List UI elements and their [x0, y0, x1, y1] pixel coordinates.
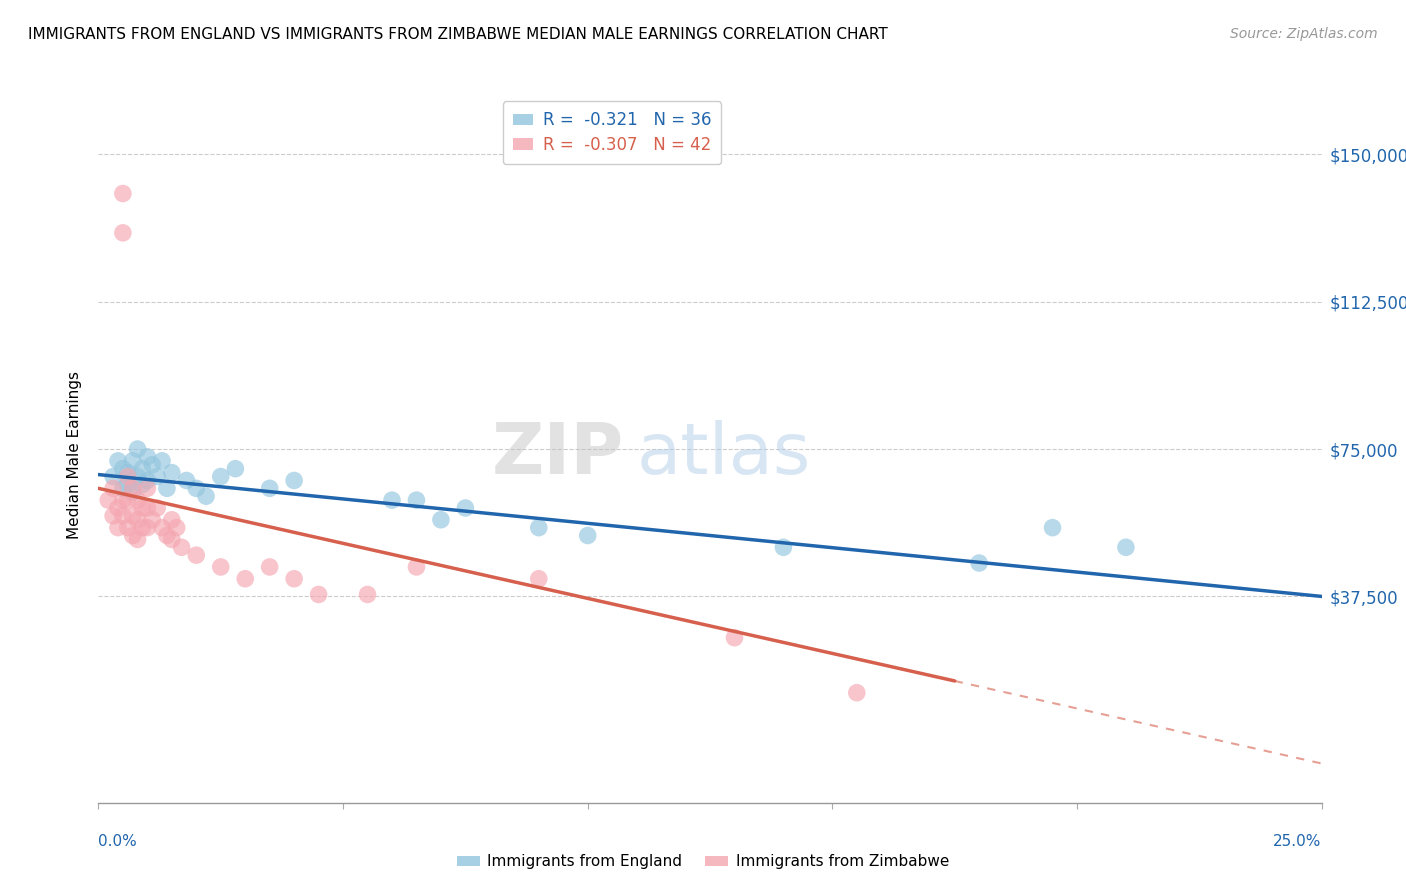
Point: [111, 226, 134, 240]
Point: [117, 466, 139, 480]
Point: [107, 521, 129, 535]
Point: [127, 513, 149, 527]
Point: [107, 500, 129, 515]
Point: [117, 493, 139, 508]
Point: [259, 481, 281, 495]
Point: [111, 508, 134, 523]
Point: [356, 587, 378, 601]
Point: [111, 186, 134, 201]
Point: [111, 481, 134, 495]
Point: [156, 528, 179, 542]
Point: [209, 560, 232, 574]
Point: [117, 477, 139, 491]
Point: [127, 493, 149, 508]
Point: [111, 493, 134, 508]
Point: [131, 500, 153, 515]
Point: [136, 521, 159, 535]
Point: [195, 489, 218, 503]
Point: [259, 560, 281, 574]
Point: [1042, 521, 1064, 535]
Point: [146, 469, 169, 483]
Point: [150, 521, 173, 535]
Point: [117, 469, 139, 483]
Point: [527, 521, 550, 535]
Point: [209, 469, 232, 483]
Point: [146, 500, 169, 515]
Point: [131, 477, 153, 491]
Point: [176, 474, 198, 488]
Y-axis label: Median Male Earnings: Median Male Earnings: [67, 371, 83, 539]
Point: [772, 541, 794, 555]
Point: [170, 541, 193, 555]
Point: [527, 572, 550, 586]
Point: [845, 686, 868, 700]
Point: [233, 572, 256, 586]
Point: [405, 560, 427, 574]
Point: [160, 513, 183, 527]
Point: [131, 461, 153, 475]
Point: [127, 533, 149, 547]
Point: [186, 548, 208, 562]
Point: [101, 508, 124, 523]
Point: [405, 493, 427, 508]
Point: [1115, 541, 1137, 555]
Point: [454, 500, 477, 515]
Legend: Immigrants from England, Immigrants from Zimbabwe: Immigrants from England, Immigrants from…: [451, 848, 955, 875]
Legend: R =  -0.321   N = 36, R =  -0.307   N = 42: R = -0.321 N = 36, R = -0.307 N = 42: [503, 102, 721, 164]
Text: ZIP: ZIP: [492, 420, 624, 490]
Point: [127, 442, 149, 456]
Point: [283, 572, 305, 586]
Point: [430, 513, 453, 527]
Point: [136, 481, 159, 495]
Point: [121, 508, 143, 523]
Point: [224, 461, 246, 475]
Point: [101, 469, 124, 483]
Point: [141, 513, 163, 527]
Point: [967, 556, 990, 570]
Point: [121, 481, 143, 495]
Point: [136, 474, 159, 488]
Point: [141, 458, 163, 472]
Point: [156, 481, 179, 495]
Point: [136, 500, 159, 515]
Point: [117, 521, 139, 535]
Point: [121, 454, 143, 468]
Point: [127, 469, 149, 483]
Point: [121, 528, 143, 542]
Point: [150, 454, 173, 468]
Point: [166, 521, 188, 535]
Text: 0.0%: 0.0%: [98, 834, 138, 849]
Text: 25.0%: 25.0%: [1274, 834, 1322, 849]
Point: [160, 466, 183, 480]
Point: [131, 521, 153, 535]
Point: [121, 485, 143, 500]
Point: [381, 493, 404, 508]
Point: [160, 533, 183, 547]
Point: [97, 493, 120, 508]
Text: IMMIGRANTS FROM ENGLAND VS IMMIGRANTS FROM ZIMBABWE MEDIAN MALE EARNINGS CORRELA: IMMIGRANTS FROM ENGLAND VS IMMIGRANTS FR…: [28, 27, 887, 42]
Text: Source: ZipAtlas.com: Source: ZipAtlas.com: [1230, 27, 1378, 41]
Point: [136, 450, 159, 464]
Point: [723, 631, 745, 645]
Point: [111, 461, 134, 475]
Point: [186, 481, 208, 495]
Point: [101, 481, 124, 495]
Text: atlas: atlas: [637, 420, 811, 490]
Point: [283, 474, 305, 488]
Point: [107, 454, 129, 468]
Point: [308, 587, 330, 601]
Point: [576, 528, 599, 542]
